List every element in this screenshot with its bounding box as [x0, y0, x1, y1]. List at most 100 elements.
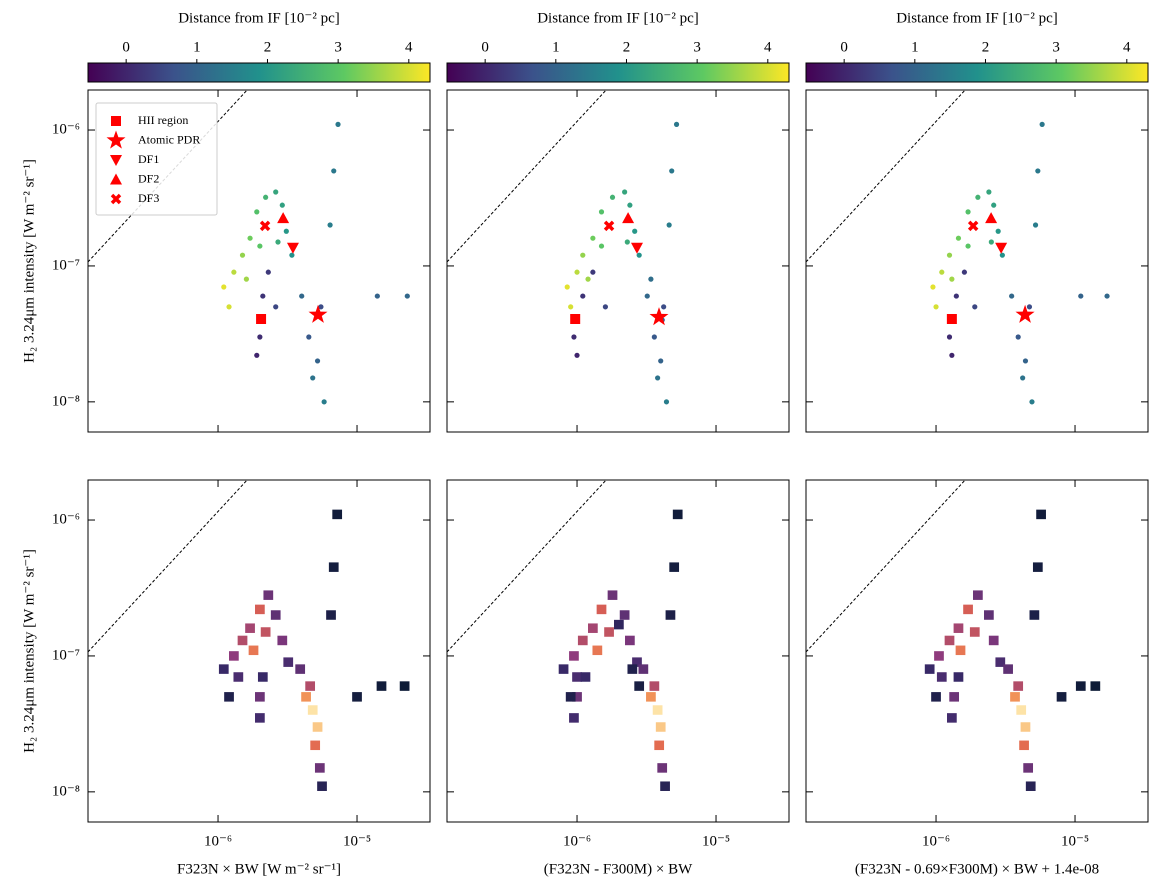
- point: [988, 239, 994, 245]
- point: [995, 228, 1001, 234]
- marker: [967, 220, 979, 232]
- reference-line: [447, 90, 607, 263]
- point: [632, 228, 638, 234]
- plot-area: [806, 90, 1110, 405]
- x-tick-label: 10⁻⁵: [1061, 833, 1089, 849]
- hist-cell: [1075, 681, 1086, 691]
- point: [585, 276, 591, 282]
- point: [975, 194, 981, 200]
- point: [231, 269, 237, 275]
- hist-cell: [947, 713, 957, 723]
- hist-cell: [314, 763, 325, 773]
- point: [658, 358, 664, 364]
- hist-cell: [924, 664, 935, 674]
- hist-cell: [218, 664, 229, 674]
- axes-frame: [87, 479, 431, 823]
- legend-marker: [110, 173, 122, 185]
- point: [1022, 358, 1029, 364]
- point: [310, 375, 316, 381]
- hist-cell: [672, 509, 683, 520]
- point: [673, 121, 680, 127]
- hist-cell: [283, 657, 294, 667]
- hist-cell: [305, 681, 316, 691]
- hist-cell: [233, 672, 244, 682]
- colorbar-tick-label: 3: [693, 39, 701, 55]
- hist-cell: [1090, 681, 1101, 691]
- legend-label: DF2: [138, 171, 159, 185]
- point: [275, 239, 281, 245]
- point: [598, 243, 605, 249]
- point: [314, 358, 321, 364]
- hist-cell: [301, 692, 311, 702]
- hist-cell: [248, 645, 259, 656]
- point: [263, 194, 269, 200]
- point: [243, 276, 250, 282]
- hist-cell: [1032, 562, 1043, 572]
- point: [404, 293, 410, 299]
- point: [933, 304, 939, 310]
- hist-cell: [949, 692, 960, 702]
- point: [568, 304, 574, 310]
- y-axis-label: H₂ 3.24μm intensity [W m⁻² sr⁻¹]: [21, 549, 37, 753]
- plot-area: [88, 90, 410, 405]
- hist-cell: [565, 692, 576, 702]
- point: [257, 334, 263, 340]
- colorbar-tick-label: 3: [1052, 39, 1060, 55]
- point: [1078, 293, 1084, 299]
- point: [1039, 121, 1045, 127]
- point: [226, 304, 232, 310]
- point: [1032, 222, 1039, 228]
- hist-cell: [245, 623, 255, 633]
- hist-cell: [646, 692, 656, 702]
- hist-cell: [652, 705, 663, 715]
- hist-cell: [953, 672, 964, 682]
- colorbar-tick-label: 4: [1123, 39, 1131, 55]
- point: [564, 284, 570, 290]
- hist-cell: [988, 635, 999, 646]
- point: [965, 209, 971, 215]
- reference-line: [806, 90, 966, 263]
- hist-cell: [270, 610, 281, 620]
- x-tick-label: 10⁻⁵: [343, 833, 371, 849]
- hist-cell: [1019, 740, 1029, 751]
- hist-cell: [953, 623, 964, 633]
- colorbar-tick-label: 2: [264, 39, 272, 55]
- hist-cell: [307, 705, 318, 715]
- point: [273, 304, 279, 310]
- hist-cell: [931, 692, 941, 702]
- hist-cell: [558, 664, 569, 674]
- hist-cell: [257, 672, 268, 682]
- hist-cell: [260, 627, 271, 637]
- plot-area: [447, 480, 683, 791]
- plot-area: [806, 480, 1101, 791]
- point: [627, 202, 633, 208]
- x-tick-label: 10⁻⁶: [922, 833, 950, 849]
- colorbar-label: Distance from IF [10⁻² pc]: [537, 10, 699, 26]
- y-axis-label: H₂ 3.24μm intensity [W m⁻² sr⁻¹]: [21, 159, 37, 363]
- point: [651, 334, 657, 340]
- point: [1009, 293, 1015, 299]
- point: [961, 269, 968, 275]
- colorbar: [805, 62, 1149, 83]
- point: [636, 252, 642, 258]
- point: [331, 168, 337, 174]
- point: [283, 228, 289, 234]
- y-tick-label: 10⁻⁷: [52, 647, 80, 663]
- point: [265, 269, 271, 275]
- marker: [570, 313, 581, 324]
- legend-label: HII region: [138, 113, 188, 127]
- hist-cell: [655, 722, 666, 732]
- point: [1029, 399, 1035, 405]
- hist-cell: [328, 562, 339, 572]
- x-tick-label: 10⁻⁵: [702, 833, 730, 849]
- hist-cell: [604, 627, 614, 637]
- hist-cell: [944, 635, 955, 646]
- marker: [286, 242, 299, 254]
- hist-cell: [984, 610, 994, 620]
- marker: [277, 212, 290, 224]
- point: [648, 276, 654, 282]
- colorbar-tick-label: 1: [193, 39, 201, 55]
- legend-marker: [110, 193, 122, 205]
- hist-cell: [607, 590, 618, 600]
- hist-cell: [654, 740, 665, 751]
